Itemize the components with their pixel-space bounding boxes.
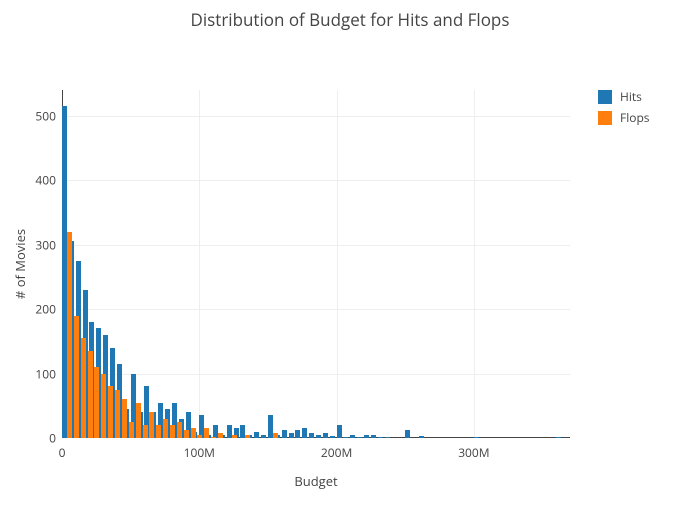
x-tick-label: 300M (458, 444, 489, 461)
bar-flops[interactable] (74, 316, 79, 438)
legend-item[interactable]: Flops (598, 109, 650, 126)
bar-flops[interactable] (101, 374, 106, 438)
bar-hits[interactable] (419, 436, 424, 438)
bar-flops[interactable] (273, 433, 278, 438)
legend-item[interactable]: Hits (598, 88, 650, 105)
bar-hits[interactable] (261, 435, 266, 438)
x-tick-label: 100M (184, 444, 215, 461)
bar-flops[interactable] (197, 435, 202, 438)
bar-hits[interactable] (330, 436, 335, 438)
y-tick-label: 100 (35, 365, 56, 382)
bar-flops[interactable] (170, 425, 175, 438)
y-gridline (62, 180, 570, 181)
bar-hits[interactable] (282, 430, 287, 438)
plot-area: 01002003004005000100M200M300M (62, 90, 570, 438)
y-tick-label: 300 (35, 236, 56, 253)
legend-swatch (598, 111, 612, 125)
bar-flops[interactable] (136, 403, 141, 438)
x-tick-label: 200M (321, 444, 352, 461)
bar-flops[interactable] (143, 425, 148, 438)
x-axis-title: Budget (294, 472, 337, 490)
bar-hits[interactable] (309, 433, 314, 438)
y-tick-label: 200 (35, 301, 56, 318)
bar-hits[interactable] (254, 432, 259, 438)
bar-hits[interactable] (371, 435, 376, 438)
bar-flops[interactable] (129, 422, 134, 438)
x-gridline (337, 90, 338, 438)
bar-flops[interactable] (163, 419, 168, 438)
bar-flops[interactable] (211, 437, 216, 438)
bar-hits[interactable] (289, 433, 294, 438)
bar-hits[interactable] (316, 435, 321, 438)
bar-flops[interactable] (204, 428, 209, 438)
chart-title: Distribution of Budget for Hits and Flop… (0, 8, 700, 31)
legend: Hits Flops (598, 88, 650, 130)
bar-hits[interactable] (350, 435, 355, 438)
bar-flops[interactable] (245, 435, 250, 438)
bar-hits[interactable] (343, 437, 348, 438)
bar-hits[interactable] (323, 433, 328, 438)
y-axis-title: # of Movies (11, 229, 29, 299)
y-tick-label: 500 (35, 107, 56, 124)
y-gridline (62, 116, 570, 117)
x-gridline (199, 90, 200, 438)
bar-hits[interactable] (556, 437, 561, 438)
y-gridline (62, 374, 570, 375)
bar-hits[interactable] (357, 437, 362, 438)
bar-hits[interactable] (405, 430, 410, 438)
bar-flops[interactable] (156, 425, 161, 438)
y-tick-label: 0 (49, 430, 56, 447)
bar-flops[interactable] (108, 386, 113, 438)
bar-flops[interactable] (122, 399, 127, 438)
legend-label: Hits (620, 88, 642, 105)
bar-flops[interactable] (67, 232, 72, 438)
bar-flops[interactable] (177, 422, 182, 438)
bar-hits[interactable] (295, 430, 300, 438)
legend-label: Flops (620, 109, 650, 126)
bar-hits[interactable] (364, 435, 369, 438)
bar-flops[interactable] (81, 338, 86, 438)
bar-hits[interactable] (378, 437, 383, 438)
bar-hits[interactable] (302, 428, 307, 438)
bar-hits[interactable] (474, 437, 479, 438)
y-gridline (62, 309, 570, 310)
bar-flops[interactable] (184, 430, 189, 438)
bar-flops[interactable] (149, 412, 154, 438)
bar-flops[interactable] (115, 390, 120, 438)
bar-flops[interactable] (88, 351, 93, 438)
bar-hits[interactable] (385, 437, 390, 438)
bar-flops[interactable] (232, 435, 237, 438)
bar-flops[interactable] (218, 433, 223, 438)
bar-flops[interactable] (191, 428, 196, 438)
y-gridline (62, 245, 570, 246)
legend-swatch (598, 90, 612, 104)
x-tick-label: 0 (59, 444, 66, 461)
bar-hits[interactable] (337, 425, 342, 438)
y-tick-label: 400 (35, 172, 56, 189)
bar-flops[interactable] (94, 367, 99, 438)
x-gridline (474, 90, 475, 438)
